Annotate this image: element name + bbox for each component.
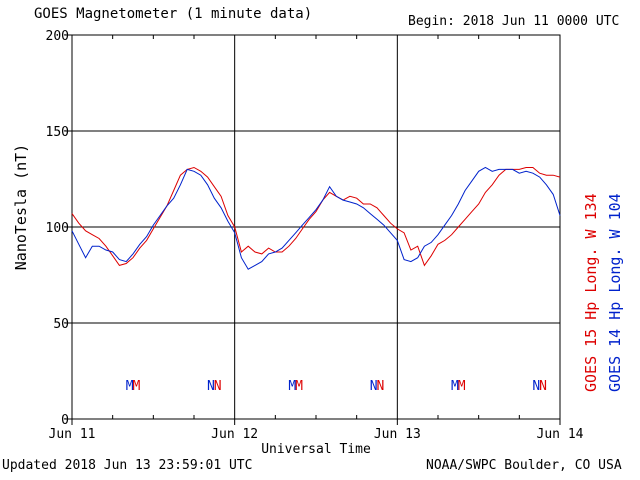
y-tick-label: 50 xyxy=(53,317,69,332)
series-line-goes15 xyxy=(71,166,561,267)
marker-n: N xyxy=(214,379,222,394)
begin-time: Begin: 2018 Jun 11 0000 UTC xyxy=(408,14,620,29)
y-tick-label: 0 xyxy=(61,413,69,428)
marker-m: M xyxy=(458,379,466,394)
y-tick-label: 150 xyxy=(46,125,69,140)
data-source: NOAA/SWPC Boulder, CO USA xyxy=(426,458,622,473)
chart-title: GOES Magnetometer (1 minute data) xyxy=(34,6,313,22)
legend-goes15: GOES 15 Hp Long. W 134 xyxy=(582,193,600,392)
marker-n: N xyxy=(532,379,540,394)
legend-goes14: GOES 14 Hp Long. W 104 xyxy=(606,193,624,392)
marker-n: N xyxy=(539,379,547,394)
marker-m: M xyxy=(288,379,296,394)
x-tick-label: Jun 14 xyxy=(537,427,584,442)
marker-n: N xyxy=(370,379,378,394)
updated-time: Updated 2018 Jun 13 23:59:01 UTC xyxy=(2,458,253,473)
x-tick-label: Jun 13 xyxy=(374,427,421,442)
marker-n: N xyxy=(207,379,215,394)
marker-m: M xyxy=(451,379,459,394)
y-tick-label: 100 xyxy=(46,221,69,236)
y-tick-label: 200 xyxy=(46,29,69,44)
marker-n: N xyxy=(376,379,384,394)
marker-m: M xyxy=(132,379,140,394)
x-tick-label: Jun 12 xyxy=(211,427,258,442)
marker-m: M xyxy=(295,379,303,394)
series-line-goes14 xyxy=(71,166,561,270)
x-axis-label: Universal Time xyxy=(261,442,371,457)
marker-m: M xyxy=(126,379,134,394)
x-tick-label: Jun 11 xyxy=(49,427,96,442)
y-axis-label: NanoTesla (nT) xyxy=(12,144,30,270)
